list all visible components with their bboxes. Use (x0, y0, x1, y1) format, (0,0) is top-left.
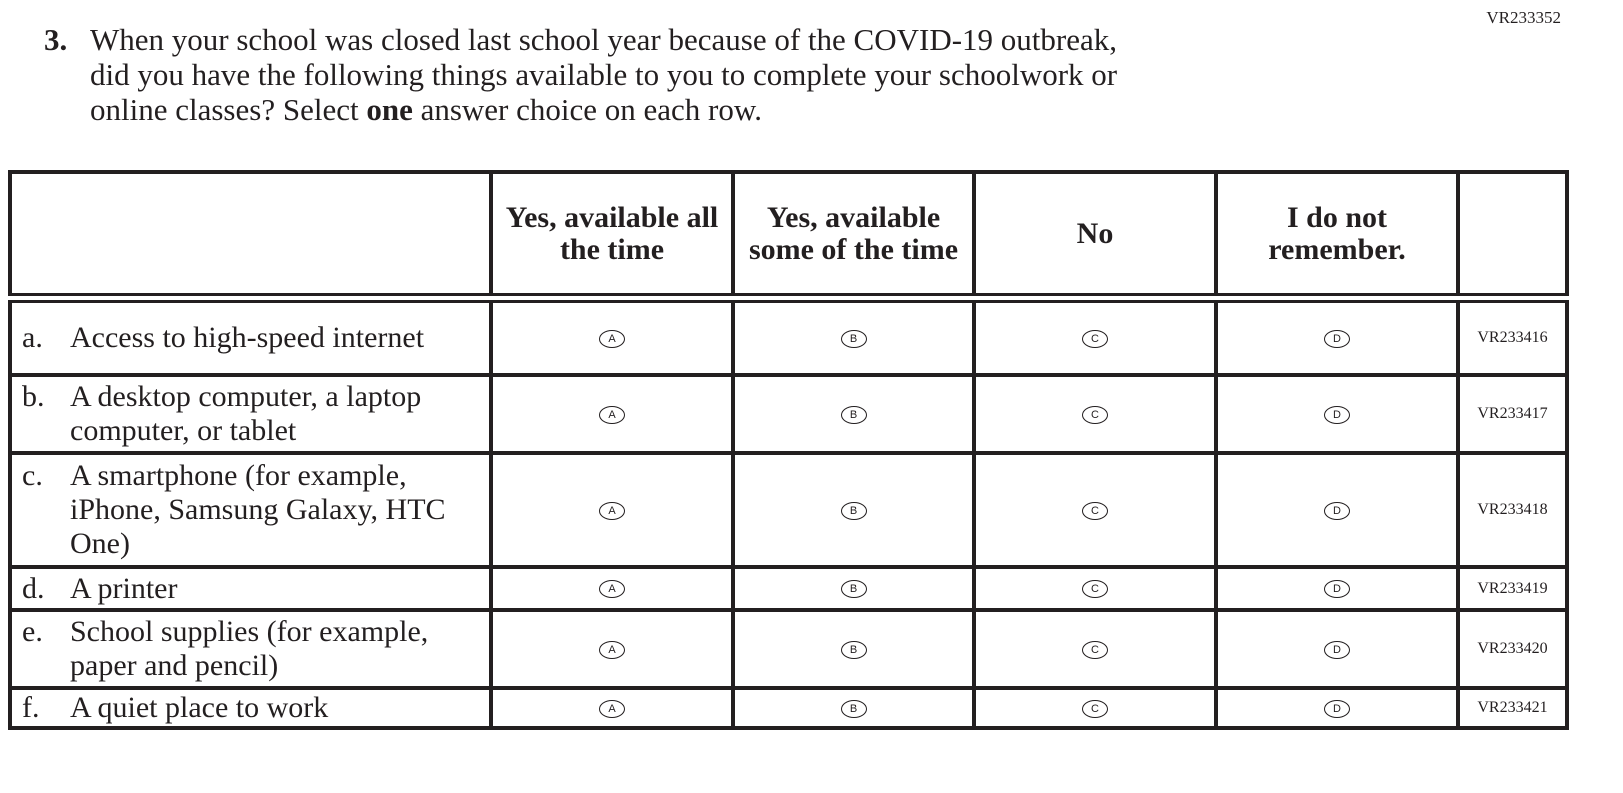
item-id: VR233352 (1486, 8, 1561, 27)
answer-cell[interactable]: A (489, 686, 735, 730)
answer-bubble-c[interactable]: C (1082, 501, 1108, 520)
question-text: 3. When your school was closed last schoo… (44, 22, 1117, 127)
answer-bubble-a[interactable]: A (599, 501, 625, 520)
answer-cell[interactable]: D (1214, 608, 1460, 690)
row-code: VR233419 (1456, 565, 1569, 612)
answer-bubble-c[interactable]: C (1082, 640, 1108, 659)
answer-bubble-b[interactable]: B (840, 329, 867, 348)
answer-bubble-c[interactable]: C (1082, 405, 1108, 424)
answer-cell[interactable]: B (731, 608, 976, 690)
answer-bubble-a[interactable]: A (599, 699, 625, 718)
answer-bubble-a[interactable]: A (599, 329, 625, 348)
row-code: VR233417 (1456, 373, 1569, 455)
column-header: Yes, available some of the time (731, 170, 976, 303)
table-row: a. Access to high-speed internet A B C D VR233… (8, 296, 1569, 377)
answer-cell[interactable]: B (731, 451, 976, 569)
answer-bubble-b[interactable]: B (840, 501, 867, 520)
answer-cell[interactable]: A (489, 451, 735, 569)
answer-cell[interactable]: A (489, 565, 735, 612)
header-blank (1456, 170, 1569, 303)
row-label: b. A desktop computer, a laptop computer,… (8, 373, 493, 455)
question-number: 3. (44, 22, 68, 57)
answer-cell[interactable]: C (972, 296, 1218, 377)
question-line: did you have the following things availa… (90, 57, 1118, 92)
answer-cell[interactable]: A (489, 608, 735, 690)
row-label: f. A quiet place to work (8, 686, 493, 730)
row-label: a. Access to high-speed internet (8, 296, 493, 377)
answer-bubble-b[interactable]: B (840, 580, 867, 598)
row-code: VR233421 (1456, 686, 1569, 730)
column-header: I do not remember. (1214, 170, 1460, 303)
row-code: VR233420 (1456, 608, 1569, 690)
answer-cell[interactable]: B (731, 686, 976, 730)
answer-bubble-d[interactable]: D (1324, 329, 1350, 348)
question-line: When your school was closed last school … (90, 22, 1117, 57)
question-line: online classes? Select one answer choice… (90, 92, 762, 127)
table-row: c. A smartphone (for example, iPhone, Sam… (8, 451, 1569, 569)
row-label: c. A smartphone (for example, iPhone, Sam… (8, 451, 493, 569)
answer-cell[interactable]: D (1214, 451, 1460, 569)
row-code: VR233418 (1456, 451, 1569, 569)
table-row: d. A printer A B C D VR233419 (8, 565, 1569, 612)
answer-bubble-b[interactable]: B (840, 699, 867, 718)
row-label: e. School supplies (for example, paper an… (8, 608, 493, 690)
answer-cell[interactable]: D (1214, 296, 1460, 377)
answer-bubble-d[interactable]: D (1324, 405, 1350, 424)
answer-cell[interactable]: C (972, 608, 1218, 690)
answer-cell[interactable]: B (731, 373, 976, 455)
answer-bubble-b[interactable]: B (840, 405, 867, 424)
answer-cell[interactable]: A (489, 296, 735, 377)
answer-bubble-a[interactable]: A (599, 405, 625, 424)
answer-bubble-a[interactable]: A (599, 640, 625, 659)
row-label: d. A printer (8, 565, 493, 612)
answer-bubble-d[interactable]: D (1324, 699, 1350, 718)
answer-bubble-d[interactable]: D (1324, 580, 1350, 598)
answer-cell[interactable]: C (972, 373, 1218, 455)
column-header: No (972, 170, 1218, 303)
header-blank (8, 170, 493, 303)
answer-cell[interactable]: A (489, 373, 735, 455)
answer-cell[interactable]: B (731, 565, 976, 612)
answer-bubble-a[interactable]: A (599, 580, 625, 598)
answer-cell[interactable]: D (1214, 686, 1460, 730)
table-row: f. A quiet place to work A B C D VR233421 (8, 686, 1569, 730)
answer-grid: Yes, available all the time Yes, availabl… (8, 170, 1569, 730)
answer-bubble-d[interactable]: D (1324, 501, 1350, 520)
answer-bubble-d[interactable]: D (1324, 640, 1350, 659)
answer-cell[interactable]: C (972, 565, 1218, 612)
answer-bubble-c[interactable]: C (1082, 329, 1108, 348)
answer-cell[interactable]: C (972, 451, 1218, 569)
answer-bubble-c[interactable]: C (1082, 699, 1108, 718)
answer-bubble-b[interactable]: B (840, 640, 867, 659)
table-row: e. School supplies (for example, paper an… (8, 608, 1569, 690)
answer-cell[interactable]: C (972, 686, 1218, 730)
answer-cell[interactable]: D (1214, 565, 1460, 612)
answer-bubble-c[interactable]: C (1082, 580, 1108, 598)
answer-cell[interactable]: D (1214, 373, 1460, 455)
table-row: b. A desktop computer, a laptop computer,… (8, 373, 1569, 455)
answer-cell[interactable]: B (731, 296, 976, 377)
column-header: Yes, available all the time (489, 170, 735, 303)
row-code: VR233416 (1456, 296, 1569, 377)
